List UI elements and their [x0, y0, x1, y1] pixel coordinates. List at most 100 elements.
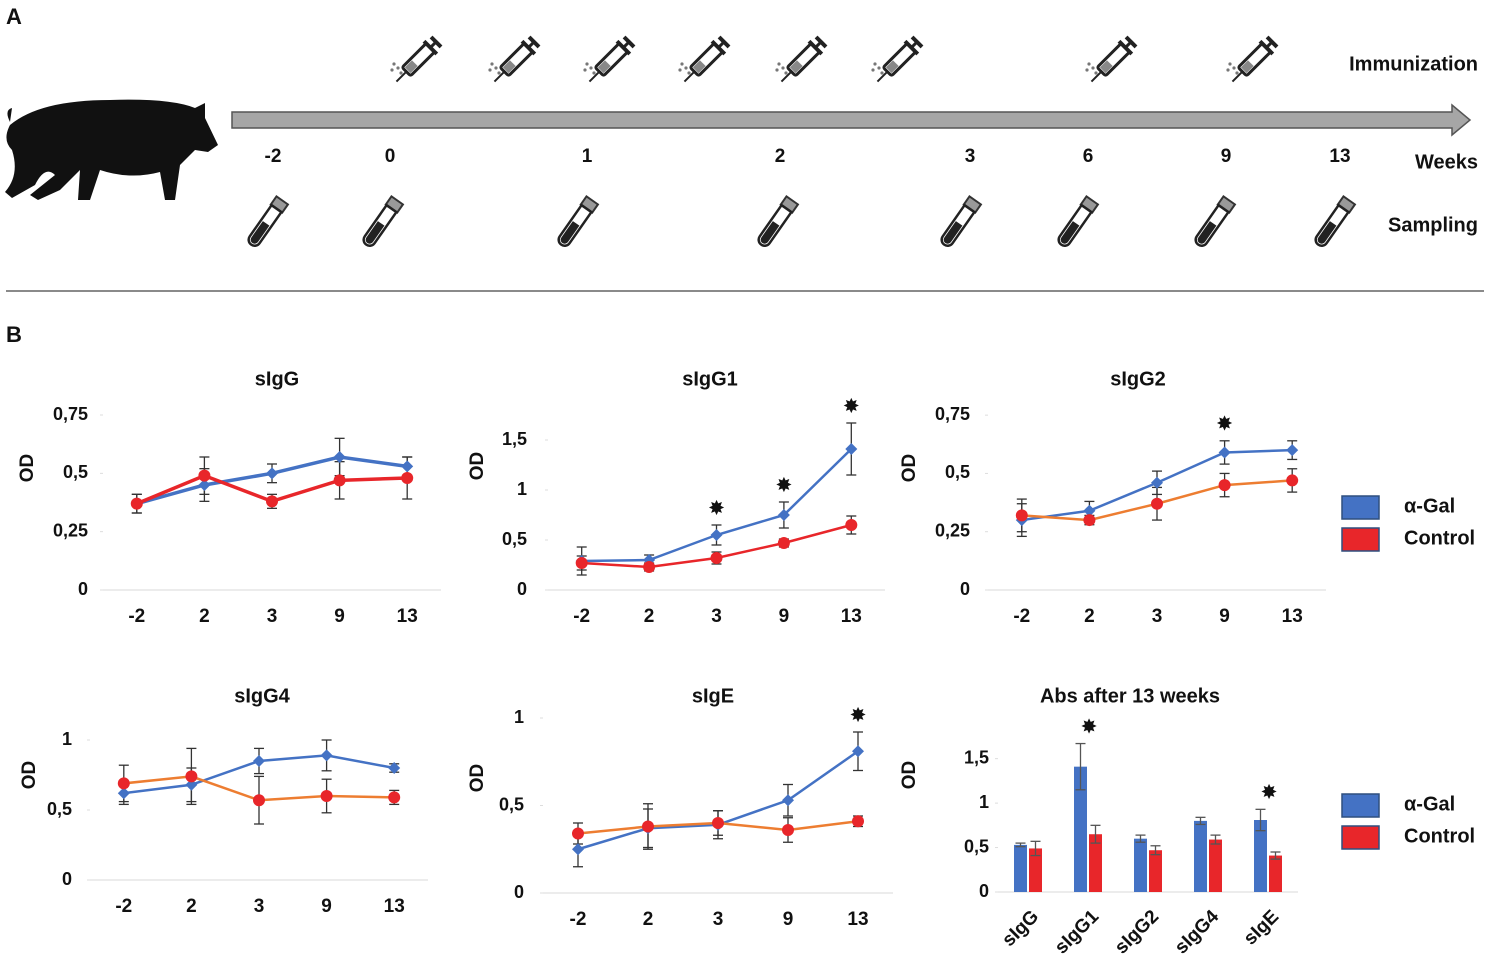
row-label: Weeks [1415, 151, 1478, 173]
x-tick-label: 9 [334, 606, 345, 627]
marker [253, 755, 265, 767]
x-tick-label: 9 [783, 909, 794, 930]
y-tick-label: 0,5 [502, 529, 527, 549]
bar [1149, 850, 1162, 892]
marker [643, 561, 656, 573]
legend-label: α-Gal [1404, 793, 1455, 815]
x-tick-label: 9 [1219, 606, 1230, 627]
marker [266, 467, 278, 480]
row-label: Sampling [1388, 214, 1478, 236]
marker [320, 790, 333, 802]
week-label: 1 [582, 146, 593, 167]
x-tick-label: -2 [115, 896, 132, 917]
pig-icon [5, 99, 218, 200]
x-tick-label: sIgG [998, 906, 1043, 951]
marker [130, 497, 143, 510]
marker [333, 451, 346, 463]
x-tick-label: -2 [1013, 606, 1030, 627]
x-tick-label: 3 [267, 606, 278, 627]
x-tick-label: sIgG4 [1171, 906, 1223, 958]
legend-swatch [1341, 825, 1380, 850]
x-tick-label: 13 [841, 606, 862, 627]
marker [333, 474, 346, 487]
y-tick-label: 0 [78, 579, 88, 599]
y-axis-label: OD [467, 764, 488, 793]
week-label: 9 [1221, 146, 1232, 167]
y-tick-label: 0,5 [63, 462, 88, 482]
marker [572, 827, 584, 840]
tubes [244, 195, 1357, 250]
y-axis-label: OD [17, 454, 38, 483]
marker [1218, 479, 1231, 492]
bar [1134, 838, 1147, 892]
y-tick-label: 0 [514, 882, 524, 902]
legend-label: α-Gal [1404, 495, 1455, 517]
y-tick-label: 1 [62, 729, 72, 749]
chart: sIgG1 OD 0 0,5 1 1,5 -2 2 3 9 13 ✸ ✸ ✸ [467, 368, 885, 627]
marker [388, 762, 401, 774]
significance-marker: ✸ [1260, 782, 1277, 802]
x-tick-label: 3 [713, 909, 724, 930]
significance-marker: ✸ [775, 475, 792, 495]
marker [777, 509, 790, 521]
panel-label: A [6, 4, 22, 29]
bar [1269, 855, 1282, 892]
marker [782, 824, 794, 836]
y-tick-label: 0 [979, 881, 989, 901]
y-tick-label: 1 [979, 792, 989, 812]
x-tick-label: sIgG2 [1111, 906, 1163, 958]
marker [185, 778, 198, 791]
marker [1083, 504, 1096, 517]
legend-swatch [1341, 495, 1380, 520]
chart: sIgE OD 0 0,5 1 -2 2 3 9 13 ✸ [467, 685, 893, 930]
x-tick-label: 13 [1282, 606, 1303, 627]
marker [575, 557, 588, 569]
y-tick-label: 1,5 [964, 747, 989, 767]
significance-marker: ✸ [1080, 716, 1097, 736]
marker [845, 519, 858, 531]
bar [1254, 820, 1267, 892]
x-tick-label: 13 [384, 896, 405, 917]
x-tick-label: sIgE [1240, 906, 1283, 949]
y-tick-label: 1 [517, 479, 527, 499]
x-tick-label: 3 [711, 606, 722, 627]
marker [117, 777, 130, 790]
y-axis-label: OD [899, 761, 920, 790]
syringes [388, 33, 1281, 90]
marker [401, 472, 414, 484]
x-tick-label: 2 [644, 606, 655, 627]
marker [1083, 514, 1096, 527]
x-tick-label: 3 [1152, 606, 1163, 627]
marker [712, 817, 724, 829]
week-label: 2 [775, 146, 786, 167]
x-tick-label: 2 [186, 896, 197, 917]
marker [1015, 509, 1028, 522]
marker [117, 787, 130, 800]
y-axis-label: OD [467, 452, 488, 481]
x-tick-label: 2 [1084, 606, 1095, 627]
marker [198, 479, 211, 491]
week-label: -2 [265, 146, 282, 167]
marker [401, 460, 414, 473]
bar [1194, 820, 1207, 892]
bar [1089, 834, 1102, 892]
bar [1209, 839, 1222, 892]
x-tick-label: 13 [397, 606, 418, 627]
marker [1286, 444, 1299, 457]
marker [388, 791, 401, 804]
chart: sIgG4 OD 0 0,5 1 -2 2 3 9 13 [19, 685, 428, 917]
timeline-arrow [231, 103, 1472, 137]
marker [782, 794, 794, 807]
chart-title: sIgE [692, 685, 734, 707]
x-tick-label: 13 [847, 909, 868, 930]
y-tick-label: 0 [517, 579, 527, 599]
y-tick-label: 0,5 [47, 799, 72, 819]
row-label: Immunization [1349, 53, 1478, 75]
panel-label: B [6, 322, 22, 347]
significance-marker: ✸ [843, 396, 860, 416]
y-tick-label: 1,5 [502, 429, 527, 449]
chart-title: sIgG4 [234, 685, 290, 707]
significance-marker: ✸ [849, 705, 866, 725]
